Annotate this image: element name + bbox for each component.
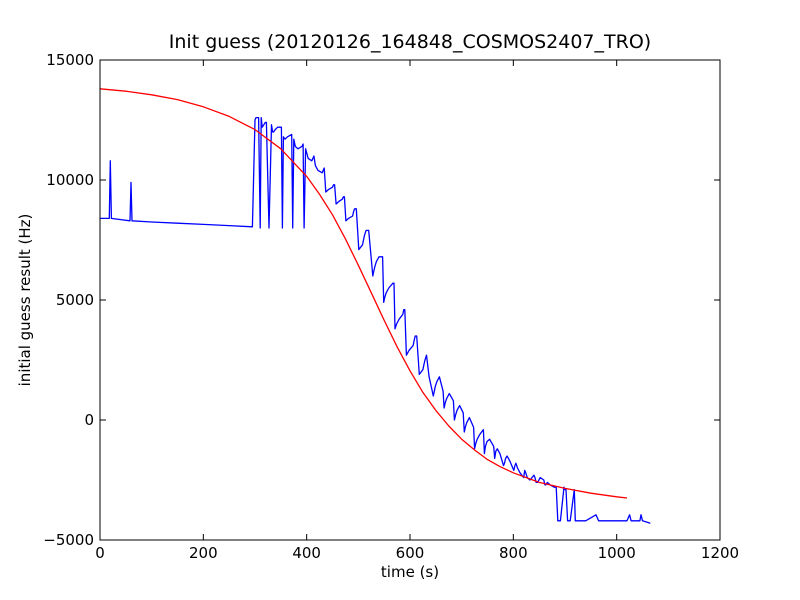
y-tick-label: 5000 [56,291,94,309]
y-tick-label: −5000 [43,531,94,549]
chart-title: Init guess (20120126_164848_COSMOS2407_T… [169,31,651,53]
y-axis-label: initial guess result (Hz) [16,214,34,387]
measured-series-line [100,116,651,524]
y-tick-label: 0 [84,411,94,429]
x-tick-label: 200 [189,544,218,562]
fit-series-line [99,88,628,499]
x-tick-label: 1000 [598,544,636,562]
x-tick-label: 0 [95,544,105,562]
x-tick-label: 400 [292,544,321,562]
x-tick-label: 800 [499,544,528,562]
x-tick-label: 1200 [701,544,739,562]
y-tick-label: 10000 [46,171,94,189]
series-layer [99,88,651,524]
ticks-layer: 0 200 400 600 800 1000 1200−500005000100001500… [43,51,739,562]
x-tick-label: 600 [396,544,425,562]
y-tick-label: 15000 [46,51,94,69]
x-axis-label: time (s) [381,563,439,581]
